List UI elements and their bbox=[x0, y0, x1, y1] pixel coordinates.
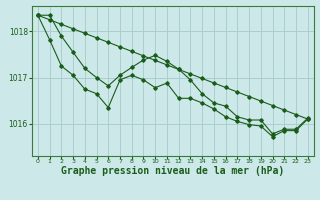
X-axis label: Graphe pression niveau de la mer (hPa): Graphe pression niveau de la mer (hPa) bbox=[61, 166, 284, 176]
